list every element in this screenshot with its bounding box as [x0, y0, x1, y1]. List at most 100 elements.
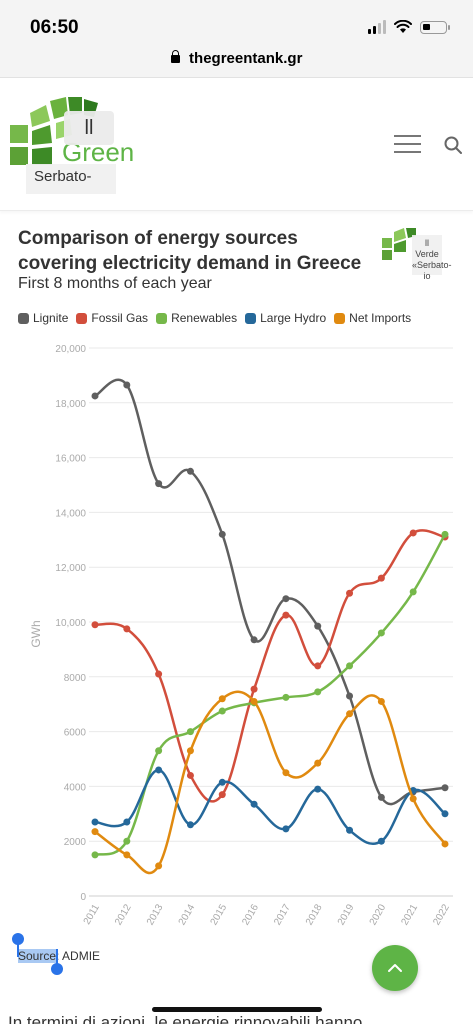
url-bar[interactable]: thegreentank.gr — [0, 46, 473, 78]
y-tick-label: 14,000 — [55, 508, 86, 519]
selection-handle-stem-right — [56, 949, 58, 965]
data-point-fossil-gas — [250, 685, 258, 693]
data-point-fossil-gas — [155, 670, 163, 678]
data-point-fossil-gas — [346, 589, 354, 597]
x-tick-label: 2022 — [431, 902, 452, 927]
y-tick-label: 2000 — [64, 837, 87, 848]
data-point-fossil-gas — [123, 625, 131, 633]
y-tick-label: 16,000 — [55, 454, 86, 465]
data-point-large-hydro — [91, 818, 99, 826]
source-value: : ADMIE — [56, 949, 101, 963]
legend-swatch — [156, 312, 168, 324]
x-tick-label: 2014 — [177, 902, 198, 927]
series-line-fossil-gas — [94, 529, 446, 803]
data-point-lignite — [155, 480, 163, 488]
legend-item-renewables[interactable]: Renewables — [156, 311, 237, 325]
x-tick-label: 2019 — [336, 902, 357, 927]
data-point-lignite — [91, 392, 99, 400]
chevron-up-icon — [388, 964, 402, 972]
scroll-to-top-button[interactable] — [372, 945, 418, 991]
x-tick-label: 2016 — [240, 902, 261, 927]
wifi-icon — [394, 20, 412, 33]
status-bar: 06:50 — [0, 0, 473, 46]
url-text: thegreentank.gr — [189, 50, 303, 67]
data-point-net-imports — [155, 862, 163, 870]
legend-item-fossil-gas[interactable]: Fossil Gas — [76, 311, 148, 325]
x-tick-label: 2013 — [145, 902, 166, 927]
x-tick-label: 2015 — [209, 902, 230, 927]
chart-legend: Lignite Fossil Gas Renewables Large Hydr… — [18, 311, 411, 325]
source-label: Source — [18, 949, 57, 963]
legend-label: Renewables — [171, 311, 238, 325]
legend-label: Net Imports — [349, 311, 412, 325]
x-tick-label: 2011 — [82, 902, 102, 927]
selection-handle-right[interactable] — [51, 963, 63, 975]
data-point-large-hydro — [346, 826, 354, 834]
y-tick-label: 0 — [80, 892, 86, 903]
y-tick-label: 6000 — [64, 728, 87, 739]
data-point-large-hydro — [377, 837, 385, 845]
data-point-net-imports — [314, 759, 322, 767]
data-point-fossil-gas — [409, 529, 417, 537]
data-point-net-imports — [282, 769, 290, 777]
data-point-renewables — [282, 693, 290, 701]
chart-logo-overlay: ll Verde «Serbato- io — [412, 235, 452, 281]
data-point-lignite — [123, 381, 131, 389]
data-point-net-imports — [250, 697, 258, 705]
chart-subtitle: First 8 months of each year — [18, 275, 212, 292]
legend-swatch — [76, 312, 88, 324]
selection-handle-stem-left — [17, 941, 19, 957]
legend-item-net-imports[interactable]: Net Imports — [334, 311, 411, 325]
series-line-renewables — [94, 533, 447, 857]
data-point-renewables — [218, 707, 226, 715]
data-point-large-hydro — [441, 810, 449, 818]
data-point-large-hydro — [186, 821, 194, 829]
signal-icon — [368, 20, 386, 34]
y-tick-label: 10,000 — [55, 618, 86, 629]
data-point-large-hydro — [250, 800, 258, 808]
x-tick-label: 2017 — [272, 902, 293, 927]
x-tick-label: 2021 — [399, 902, 420, 927]
legend-item-lignite[interactable]: Lignite — [18, 311, 68, 325]
chart-source: Source: ADMIE — [18, 949, 100, 963]
line-chart: 0 2000 4000 6000 8000 10,000 12,000 14,000 16,00… — [29, 344, 453, 927]
data-point-renewables — [314, 688, 322, 696]
data-point-lignite — [377, 793, 385, 801]
data-point-renewables — [91, 851, 99, 859]
home-indicator — [152, 1007, 322, 1012]
data-point-large-hydro — [218, 778, 226, 786]
data-point-lignite — [282, 595, 290, 603]
chart-title: Comparison of energy sources covering el… — [18, 228, 362, 274]
chart-logo-sun-icon — [382, 228, 416, 260]
y-tick-label: 4000 — [64, 782, 87, 793]
data-point-renewables — [123, 837, 131, 845]
x-tick-label: 2020 — [368, 902, 389, 927]
data-point-net-imports — [186, 747, 194, 755]
search-icon[interactable] — [444, 136, 462, 154]
selection-handle-left[interactable] — [12, 933, 24, 945]
data-point-lignite — [250, 636, 258, 644]
data-point-fossil-gas — [218, 791, 226, 799]
site-header: Green ll Serbato- io — [0, 79, 473, 211]
data-point-renewables — [377, 629, 385, 637]
data-point-renewables — [441, 530, 449, 538]
status-icons — [368, 20, 450, 34]
data-point-lignite — [314, 622, 322, 630]
y-tick-label: 18,000 — [55, 399, 86, 410]
data-point-large-hydro — [282, 825, 290, 833]
data-point-renewables — [155, 747, 163, 755]
data-point-lignite — [441, 784, 449, 792]
data-point-net-imports — [441, 840, 449, 848]
y-axis-label: GWh — [29, 620, 43, 647]
article-text: In termini di azioni, le energie rinnova… — [8, 1013, 363, 1024]
data-point-net-imports — [377, 697, 385, 705]
data-point-net-imports — [123, 851, 131, 859]
legend-label: Large Hydro — [260, 311, 327, 325]
series-line-large-hydro — [94, 768, 446, 846]
data-point-net-imports — [346, 710, 354, 718]
menu-icon[interactable] — [394, 135, 421, 153]
data-point-fossil-gas — [377, 574, 385, 582]
legend-label: Fossil Gas — [91, 311, 149, 325]
legend-item-large-hydro[interactable]: Large Hydro — [245, 311, 326, 325]
data-point-lignite — [186, 467, 194, 475]
